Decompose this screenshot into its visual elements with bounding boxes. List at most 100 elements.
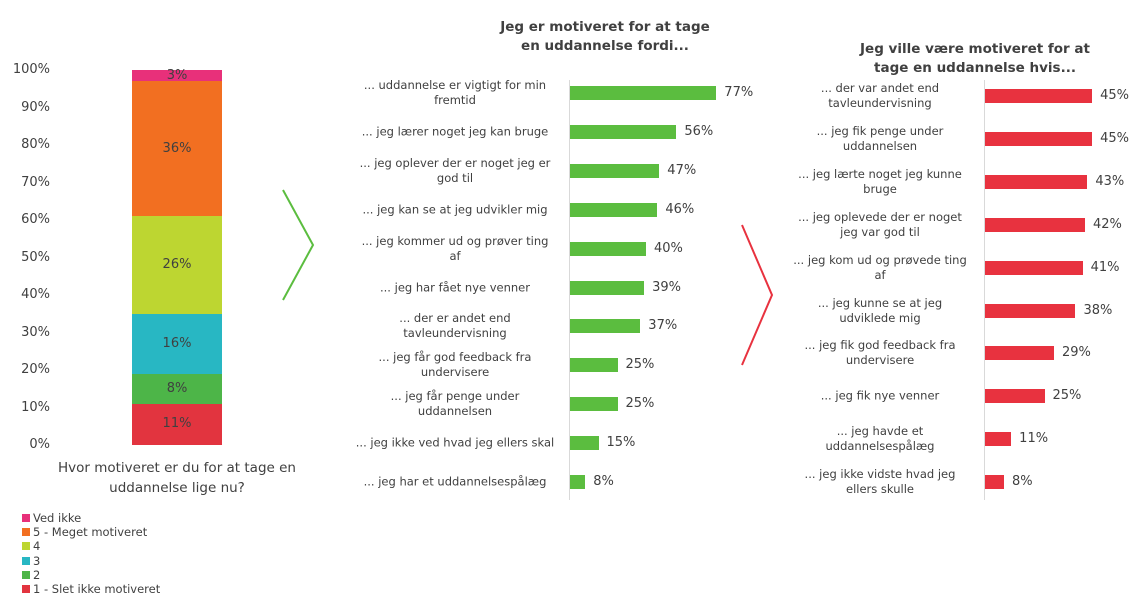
bar [985,174,1088,189]
category-label: ... der er andet end tavleundervisning [399,311,511,341]
y-tick-label: 30% [21,324,50,340]
y-tick-label: 20% [21,362,50,377]
data-label: 46% [665,201,695,217]
bar-segment [132,70,222,82]
bar [985,260,1083,275]
bar-segment [132,403,222,445]
chart-title: Jeg ville være motiveret for at tage en … [860,41,1090,76]
legend-label: 5 - Meget motiveret [33,525,148,540]
category-label: ... uddannelse er vigtigt for min fremti… [363,78,547,107]
y-tick-label: 0% [29,437,50,452]
bar-segment [132,373,222,404]
bar [985,131,1093,146]
category-label: ... jeg havde et uddannelsespålæg [825,424,935,454]
bar [570,319,641,334]
category-label: ... jeg kan se at jeg udvikler mig [362,202,548,217]
category-label: ... jeg fik god feedback fra undervisere [804,338,956,368]
data-label: 42% [1092,216,1122,232]
bar [985,389,1045,404]
data-label: 16% [162,335,192,351]
data-label: 47% [667,162,697,178]
category-label: ... jeg har fået nye venner [380,280,530,294]
legend-label: Ved ikke [33,511,82,525]
data-label: 43% [1095,173,1125,189]
bar [985,432,1012,447]
legend-swatch [22,514,30,522]
y-tick-label: 40% [21,287,50,302]
bar-segment [132,313,222,374]
data-label: 8% [593,474,614,489]
axis-line [984,80,985,500]
bar-segment [132,216,222,314]
legend-swatch [22,556,30,565]
category-label: ... jeg kommer ud og prøver ting af [361,233,549,263]
chevron [741,224,774,366]
category-label: ... jeg har et uddannelsespålæg [363,474,547,489]
bar [570,86,717,100]
x-axis-label: Hvor motiveret er du for at tage en udda… [57,460,296,496]
legend-swatch [22,570,30,579]
y-tick-label: 90% [21,99,50,115]
bar [985,217,1085,232]
data-label: 45% [1100,130,1129,146]
data-label: 15% [606,435,636,451]
category-label: ... jeg fik nye venner [820,388,940,403]
data-label: 41% [1090,259,1120,275]
category-label: ... jeg fik penge under uddannelsen [816,123,944,153]
data-label: 25% [1052,388,1082,404]
bar [570,397,618,412]
data-label: 36% [162,140,192,156]
data-label: 56% [684,123,714,139]
data-label: 25% [625,357,655,373]
category-label: ... jeg får god feedback fra undervisere [378,350,532,380]
y-tick-label: 10% [21,399,50,415]
bar [570,202,658,217]
data-label: 38% [1083,302,1113,318]
data-label: 29% [1062,345,1091,361]
y-tick-label: 70% [21,174,50,190]
y-tick-label: 50% [21,249,50,265]
bar [570,163,660,178]
chart-title: Jeg er motiveret for at tage en uddannel… [500,19,710,54]
category-label: ... jeg ikke vidste hvad jeg ellers skul… [804,467,956,497]
category-label: ... jeg kunne se at jeg udviklede mig [817,295,943,325]
legend-swatch [22,585,30,593]
bar [570,358,618,373]
y-tick-label: 100% [12,62,50,77]
category-label: ... jeg får penge under uddannelsen [390,389,520,419]
bar [985,303,1076,318]
chevron [282,189,315,301]
legend-swatch [22,542,30,551]
data-label: 26% [162,257,192,272]
category-label: ... jeg lærte noget jeg kunne bruge [798,166,962,196]
data-label: 77% [724,85,754,100]
y-tick-label: 80% [21,137,50,152]
bar [985,89,1093,103]
bar [570,436,599,451]
y-tick-label: 60% [21,212,50,227]
legend-label: 1 - Slet ikke motiveret [33,582,161,596]
legend-label: 4 [33,539,41,554]
legend-label: 3 [33,553,41,568]
category-label: ... jeg ikke ved hvad jeg ellers skal [355,435,555,450]
bar [570,124,677,139]
category-label: ... jeg oplever der er noget jeg er god … [359,155,551,185]
bar [570,475,586,489]
data-label: 37% [648,318,678,334]
data-label: 45% [1100,88,1129,103]
category-label: ... jeg kom ud og prøvede ting af [793,252,967,282]
axis-line [569,80,570,500]
bar-segment [132,81,222,217]
data-label: 11% [162,416,192,432]
data-label: 39% [652,279,681,295]
data-label: 11% [1019,431,1049,447]
data-label: 40% [654,240,683,256]
legend-swatch [22,528,30,537]
bar [985,346,1055,361]
bar [985,475,1005,490]
data-label: 8% [166,380,188,396]
data-label: 3% [166,67,188,83]
data-label: 25% [625,396,655,412]
